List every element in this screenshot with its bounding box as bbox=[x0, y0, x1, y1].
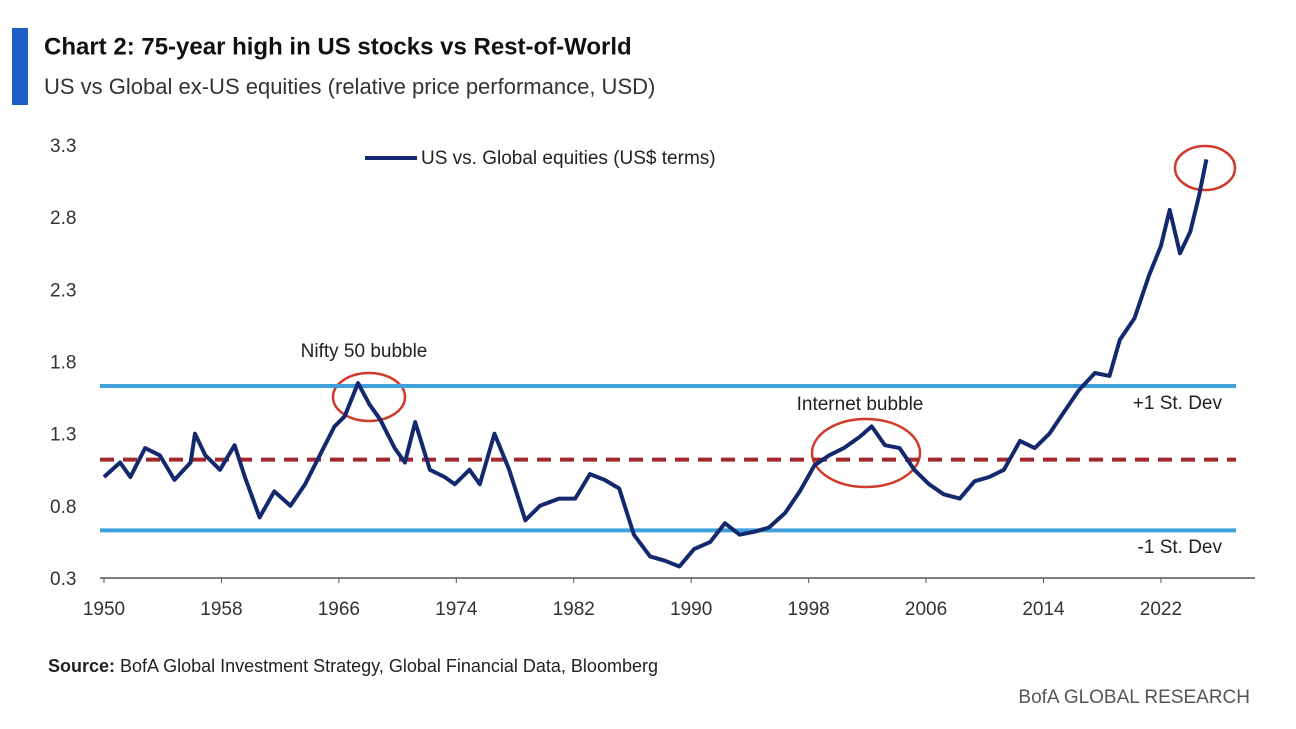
accent-bar bbox=[12, 28, 28, 105]
y-tick-label: 1.3 bbox=[50, 425, 76, 446]
y-tick-label: 2.8 bbox=[50, 208, 76, 229]
data-line bbox=[102, 159, 1209, 569]
chart-subtitle: US vs Global ex-US equities (relative pr… bbox=[44, 74, 655, 99]
x-tick-label: 2014 bbox=[1022, 599, 1065, 620]
highlight-ellipse bbox=[331, 371, 407, 423]
x-tick-label: 1974 bbox=[435, 599, 478, 620]
x-tick-label: 2006 bbox=[905, 599, 947, 620]
y-tick-label: 1.8 bbox=[50, 353, 76, 374]
y-tick-label: 2.3 bbox=[50, 280, 76, 301]
reference-label: +1 St. Dev bbox=[1133, 393, 1223, 414]
source-label: Source: bbox=[48, 656, 115, 676]
chart-title: Chart 2: 75-year high in US stocks vs Re… bbox=[44, 33, 632, 60]
x-tick-label: 1950 bbox=[83, 599, 125, 620]
highlight-ellipse bbox=[810, 417, 922, 489]
y-tick-label: 0.8 bbox=[50, 497, 76, 518]
source: Source: BofA Global Investment Strategy, … bbox=[48, 656, 658, 676]
y-tick-label: 0.3 bbox=[50, 569, 76, 590]
annotation: Nifty 50 bubble bbox=[301, 341, 428, 362]
x-tick-label: 1998 bbox=[787, 599, 829, 620]
highlight-ellipse bbox=[1173, 144, 1237, 192]
highlights bbox=[331, 144, 1237, 489]
annotation: Internet bubble bbox=[797, 394, 924, 415]
source-text: BofA Global Investment Strategy, Global … bbox=[120, 656, 658, 676]
footer: BofA GLOBAL RESEARCH bbox=[1018, 687, 1250, 708]
reference-label: -1 St. Dev bbox=[1138, 537, 1223, 558]
x-tick-label: 1958 bbox=[200, 599, 242, 620]
y-tick-label: 3.3 bbox=[50, 136, 76, 157]
legend-label: US vs. Global equities (US$ terms) bbox=[421, 148, 716, 169]
x-tick-label: 1990 bbox=[670, 599, 712, 620]
x-tick-label: 2022 bbox=[1140, 599, 1182, 620]
x-tick-label: 1982 bbox=[553, 599, 595, 620]
x-tick-label: 1966 bbox=[318, 599, 360, 620]
